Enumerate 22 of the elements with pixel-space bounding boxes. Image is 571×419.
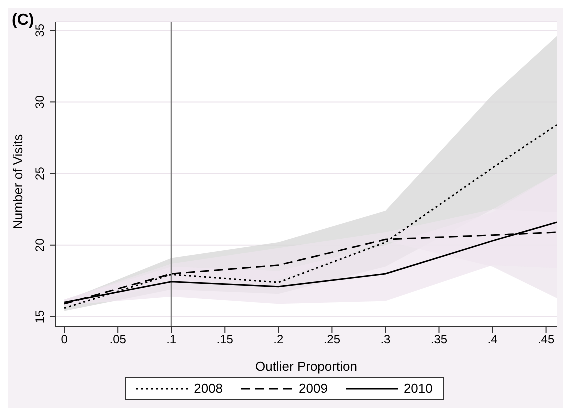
- x-tick-label: 0: [61, 332, 68, 347]
- y-axis-title: Number of Visits: [10, 134, 26, 230]
- legend-label: 2008: [193, 381, 224, 396]
- text: (C): [12, 12, 34, 30]
- x-tick-label: .45: [538, 332, 555, 347]
- x-tick-label: .35: [430, 332, 448, 347]
- x-tick-label: .05: [110, 332, 127, 347]
- y-tick-label: 20: [33, 238, 47, 252]
- x-axis-title: Outlier Proportion: [256, 359, 358, 374]
- y-tick-label: 25: [33, 166, 47, 180]
- x-tick-label: .3: [380, 332, 392, 347]
- x-tick-label: .15: [216, 332, 234, 347]
- y-tick-label: 15: [33, 310, 47, 324]
- y-tick-label: 35: [33, 24, 47, 38]
- y-tick-label: 30: [33, 95, 47, 109]
- x-tick-label: .4: [488, 332, 498, 347]
- x-tick-label: .25: [324, 332, 341, 347]
- legend-label: 2010: [402, 381, 433, 396]
- x-tick-label: .1: [166, 332, 177, 347]
- x-tick-label: .2: [274, 332, 284, 347]
- legend-label: 2009: [298, 381, 328, 396]
- line-series: [64, 124, 557, 310]
